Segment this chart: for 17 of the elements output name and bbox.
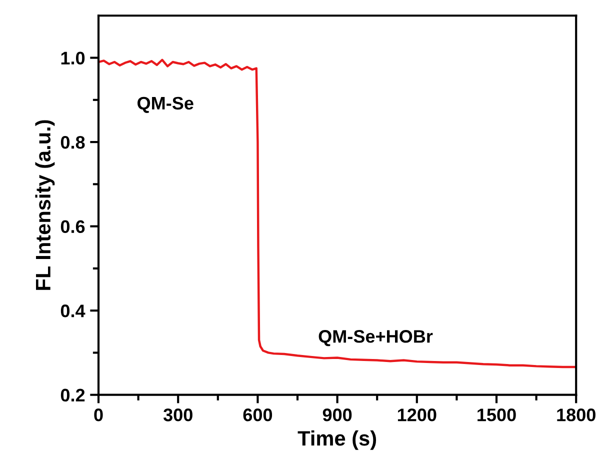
x-tick-label: 1800 xyxy=(557,408,596,422)
y-tick-label: 0.4 xyxy=(60,304,86,318)
x-tick-label: 900 xyxy=(322,408,352,422)
y-tick-label: 1.0 xyxy=(61,52,85,64)
y-tick-label: 0.2 xyxy=(60,388,85,402)
y-tick-label: 0.8 xyxy=(60,136,85,149)
annotation: QM-Se xyxy=(138,96,194,113)
y-axis-title: FL Intensity (a.u.) xyxy=(35,120,55,290)
line-series xyxy=(98,58,576,368)
x-axis-title: Time (s) xyxy=(298,430,376,450)
x-tick-label: 600 xyxy=(243,408,272,422)
x-tick-label: 300 xyxy=(163,408,192,422)
x-tick-label: 1500 xyxy=(478,408,516,422)
y-tick-label: 0.6 xyxy=(60,220,85,234)
annotation: QM-Se+HOBr xyxy=(318,330,433,346)
x-tick-label: 1200 xyxy=(398,408,436,422)
x-tick-label: 0 xyxy=(94,408,103,422)
